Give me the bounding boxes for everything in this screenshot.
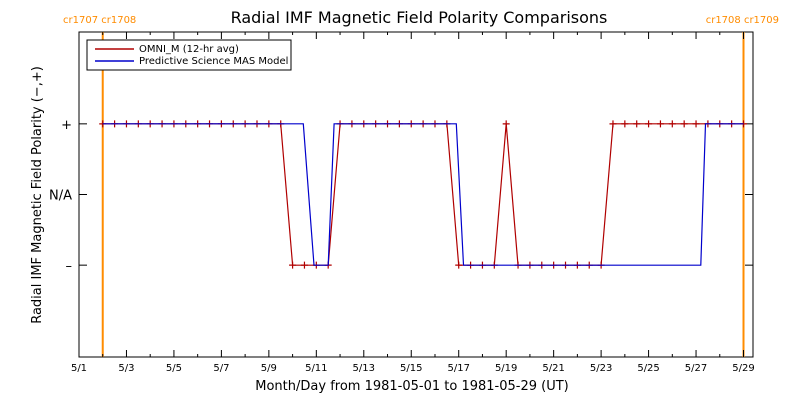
x-tick-label: 5/21	[542, 363, 564, 374]
data-point	[621, 120, 629, 128]
y-axis-label: Radial IMF Magnetic Field Polarity (−,+)	[30, 66, 45, 324]
x-tick-label: 5/29	[732, 363, 754, 374]
data-point	[645, 120, 653, 128]
data-point	[609, 120, 617, 128]
legend: OMNI_M (12-hr avg) Predictive Science MA…	[86, 39, 292, 71]
x-tick-label: 5/5	[166, 363, 182, 374]
y-tick-label: N/A	[49, 189, 72, 204]
x-tick-label: 5/1	[71, 363, 87, 374]
x-tick-label: 5/23	[590, 363, 612, 374]
x-tick-label: 5/9	[261, 363, 277, 374]
data-point	[668, 120, 676, 128]
y-axis-ticks: + N/A –	[49, 118, 753, 274]
rotation-label-left: cr1707 cr1708	[63, 15, 136, 26]
data-point	[289, 261, 297, 269]
legend-box	[86, 39, 292, 71]
data-point	[692, 120, 700, 128]
data-point	[455, 261, 463, 269]
series-line-1	[102, 123, 744, 266]
x-axis-label: Month/Day from 1981-05-01 to 1981-05-29 …	[255, 379, 568, 394]
data-point	[680, 120, 688, 128]
x-tick-label: 5/19	[495, 363, 517, 374]
x-tick-label: 5/15	[400, 363, 422, 374]
series-layer	[99, 120, 748, 269]
legend-label-omni: OMNI_M (12-hr avg)	[139, 44, 239, 55]
plot-frame	[78, 31, 754, 358]
series-line-0	[102, 123, 744, 266]
data-point	[300, 261, 308, 269]
rotation-label-right: cr1708 cr1709	[706, 15, 779, 26]
y-tick-label: +	[61, 118, 72, 133]
x-tick-label: 5/17	[447, 363, 469, 374]
data-point	[633, 120, 641, 128]
chart-title: Radial IMF Magnetic Field Polarity Compa…	[231, 8, 608, 27]
legend-label-mas: Predictive Science MAS Model	[139, 56, 288, 67]
data-point	[502, 120, 510, 128]
x-tick-label: 5/11	[305, 363, 327, 374]
x-tick-label: 5/27	[685, 363, 707, 374]
rotation-lines	[101, 32, 745, 357]
x-axis-ticks: 5/1 5/3 5/5 5/7 5/9 5/11 5/13 5/15 5/17 5/19 5/21 5…	[71, 32, 755, 374]
data-point	[656, 120, 664, 128]
x-tick-label: 5/7	[213, 363, 229, 374]
x-tick-label: 5/25	[637, 363, 659, 374]
x-tick-label: 5/3	[118, 363, 134, 374]
y-tick-label: –	[66, 259, 73, 274]
x-tick-label: 5/13	[353, 363, 375, 374]
